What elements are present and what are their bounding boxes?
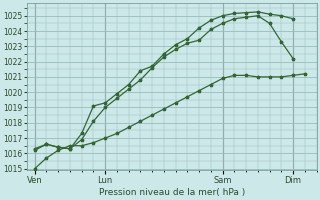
X-axis label: Pression niveau de la mer( hPa ): Pression niveau de la mer( hPa ): [99, 188, 245, 197]
